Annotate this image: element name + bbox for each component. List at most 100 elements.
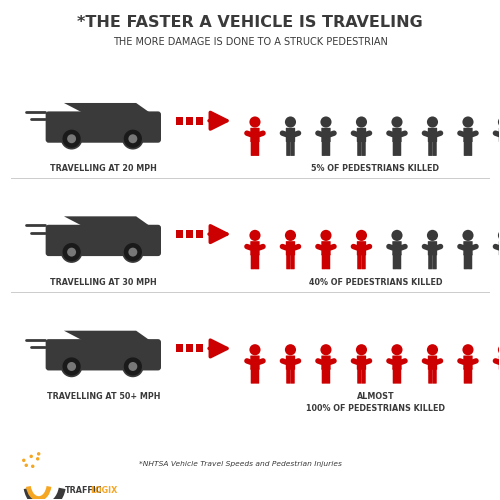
FancyBboxPatch shape (326, 254, 330, 270)
Circle shape (320, 344, 332, 356)
Circle shape (250, 116, 260, 128)
Circle shape (30, 454, 33, 458)
Circle shape (498, 230, 500, 241)
Text: 5% OF PEDESTRIANS KILLED: 5% OF PEDESTRIANS KILLED (312, 164, 440, 173)
FancyBboxPatch shape (286, 128, 295, 142)
Text: THE MORE DAMAGE IS DONE TO A STRUCK PEDESTRIAN: THE MORE DAMAGE IS DONE TO A STRUCK PEDE… (112, 37, 388, 47)
Circle shape (427, 116, 438, 128)
FancyBboxPatch shape (250, 241, 260, 256)
FancyBboxPatch shape (326, 368, 330, 384)
FancyBboxPatch shape (250, 368, 255, 384)
FancyBboxPatch shape (392, 368, 397, 384)
FancyBboxPatch shape (286, 368, 290, 384)
FancyBboxPatch shape (322, 241, 330, 256)
Polygon shape (64, 103, 154, 116)
Circle shape (37, 452, 40, 456)
FancyBboxPatch shape (428, 254, 432, 270)
FancyBboxPatch shape (428, 356, 437, 370)
FancyBboxPatch shape (322, 140, 326, 156)
Circle shape (392, 230, 402, 241)
Circle shape (62, 242, 82, 262)
FancyBboxPatch shape (464, 356, 472, 370)
Circle shape (498, 344, 500, 356)
FancyBboxPatch shape (46, 225, 161, 256)
Text: LOGIX: LOGIX (90, 486, 118, 494)
Text: 40% OF PEDESTRIANS KILLED: 40% OF PEDESTRIANS KILLED (308, 278, 442, 287)
FancyBboxPatch shape (186, 230, 193, 238)
FancyBboxPatch shape (428, 140, 432, 156)
FancyBboxPatch shape (464, 368, 468, 384)
FancyBboxPatch shape (468, 368, 472, 384)
FancyBboxPatch shape (326, 140, 330, 156)
FancyBboxPatch shape (176, 230, 183, 238)
FancyBboxPatch shape (250, 254, 255, 270)
Circle shape (356, 230, 367, 241)
Circle shape (392, 344, 402, 356)
Circle shape (250, 230, 260, 241)
FancyBboxPatch shape (392, 254, 397, 270)
Circle shape (128, 362, 138, 371)
FancyBboxPatch shape (357, 140, 362, 156)
Circle shape (285, 230, 296, 241)
Circle shape (285, 344, 296, 356)
FancyBboxPatch shape (286, 356, 295, 370)
Circle shape (123, 242, 143, 262)
FancyBboxPatch shape (428, 241, 437, 256)
FancyBboxPatch shape (250, 356, 260, 370)
Text: TRAVELLING AT 30 MPH: TRAVELLING AT 30 MPH (50, 278, 156, 287)
Text: TRAFFIC: TRAFFIC (64, 486, 102, 494)
Circle shape (392, 116, 402, 128)
FancyBboxPatch shape (397, 140, 401, 156)
Circle shape (24, 464, 28, 467)
FancyBboxPatch shape (255, 254, 259, 270)
FancyBboxPatch shape (322, 128, 330, 142)
FancyBboxPatch shape (290, 368, 294, 384)
FancyBboxPatch shape (255, 140, 259, 156)
Text: TRAVELLING AT 50+ MPH: TRAVELLING AT 50+ MPH (46, 392, 160, 401)
Circle shape (22, 458, 26, 462)
Circle shape (356, 116, 367, 128)
Circle shape (123, 129, 143, 148)
Circle shape (62, 129, 82, 148)
FancyBboxPatch shape (464, 140, 468, 156)
Circle shape (128, 134, 138, 143)
FancyBboxPatch shape (499, 128, 500, 142)
FancyBboxPatch shape (176, 344, 183, 352)
FancyBboxPatch shape (322, 254, 326, 270)
FancyBboxPatch shape (362, 140, 366, 156)
FancyBboxPatch shape (250, 128, 260, 142)
Circle shape (67, 362, 76, 371)
FancyBboxPatch shape (464, 254, 468, 270)
FancyBboxPatch shape (464, 128, 472, 142)
Circle shape (320, 230, 332, 241)
FancyBboxPatch shape (357, 254, 362, 270)
FancyBboxPatch shape (322, 356, 330, 370)
FancyBboxPatch shape (499, 368, 500, 384)
FancyBboxPatch shape (322, 368, 326, 384)
Circle shape (427, 344, 438, 356)
FancyBboxPatch shape (432, 254, 436, 270)
Circle shape (67, 134, 76, 143)
FancyBboxPatch shape (286, 254, 290, 270)
FancyBboxPatch shape (428, 128, 437, 142)
Text: *THE FASTER A VEHICLE IS TRAVELING: *THE FASTER A VEHICLE IS TRAVELING (77, 16, 423, 30)
Circle shape (427, 230, 438, 241)
FancyBboxPatch shape (392, 140, 397, 156)
FancyBboxPatch shape (186, 116, 193, 124)
FancyBboxPatch shape (46, 339, 161, 370)
FancyBboxPatch shape (392, 241, 402, 256)
Circle shape (123, 356, 143, 376)
Circle shape (67, 248, 76, 256)
FancyBboxPatch shape (196, 344, 203, 352)
FancyBboxPatch shape (468, 140, 472, 156)
FancyBboxPatch shape (392, 356, 402, 370)
FancyBboxPatch shape (286, 140, 290, 156)
FancyBboxPatch shape (186, 344, 193, 352)
Polygon shape (64, 330, 154, 344)
Circle shape (128, 248, 138, 256)
FancyBboxPatch shape (362, 368, 366, 384)
FancyBboxPatch shape (290, 254, 294, 270)
Circle shape (498, 116, 500, 128)
FancyBboxPatch shape (499, 241, 500, 256)
FancyBboxPatch shape (357, 356, 366, 370)
